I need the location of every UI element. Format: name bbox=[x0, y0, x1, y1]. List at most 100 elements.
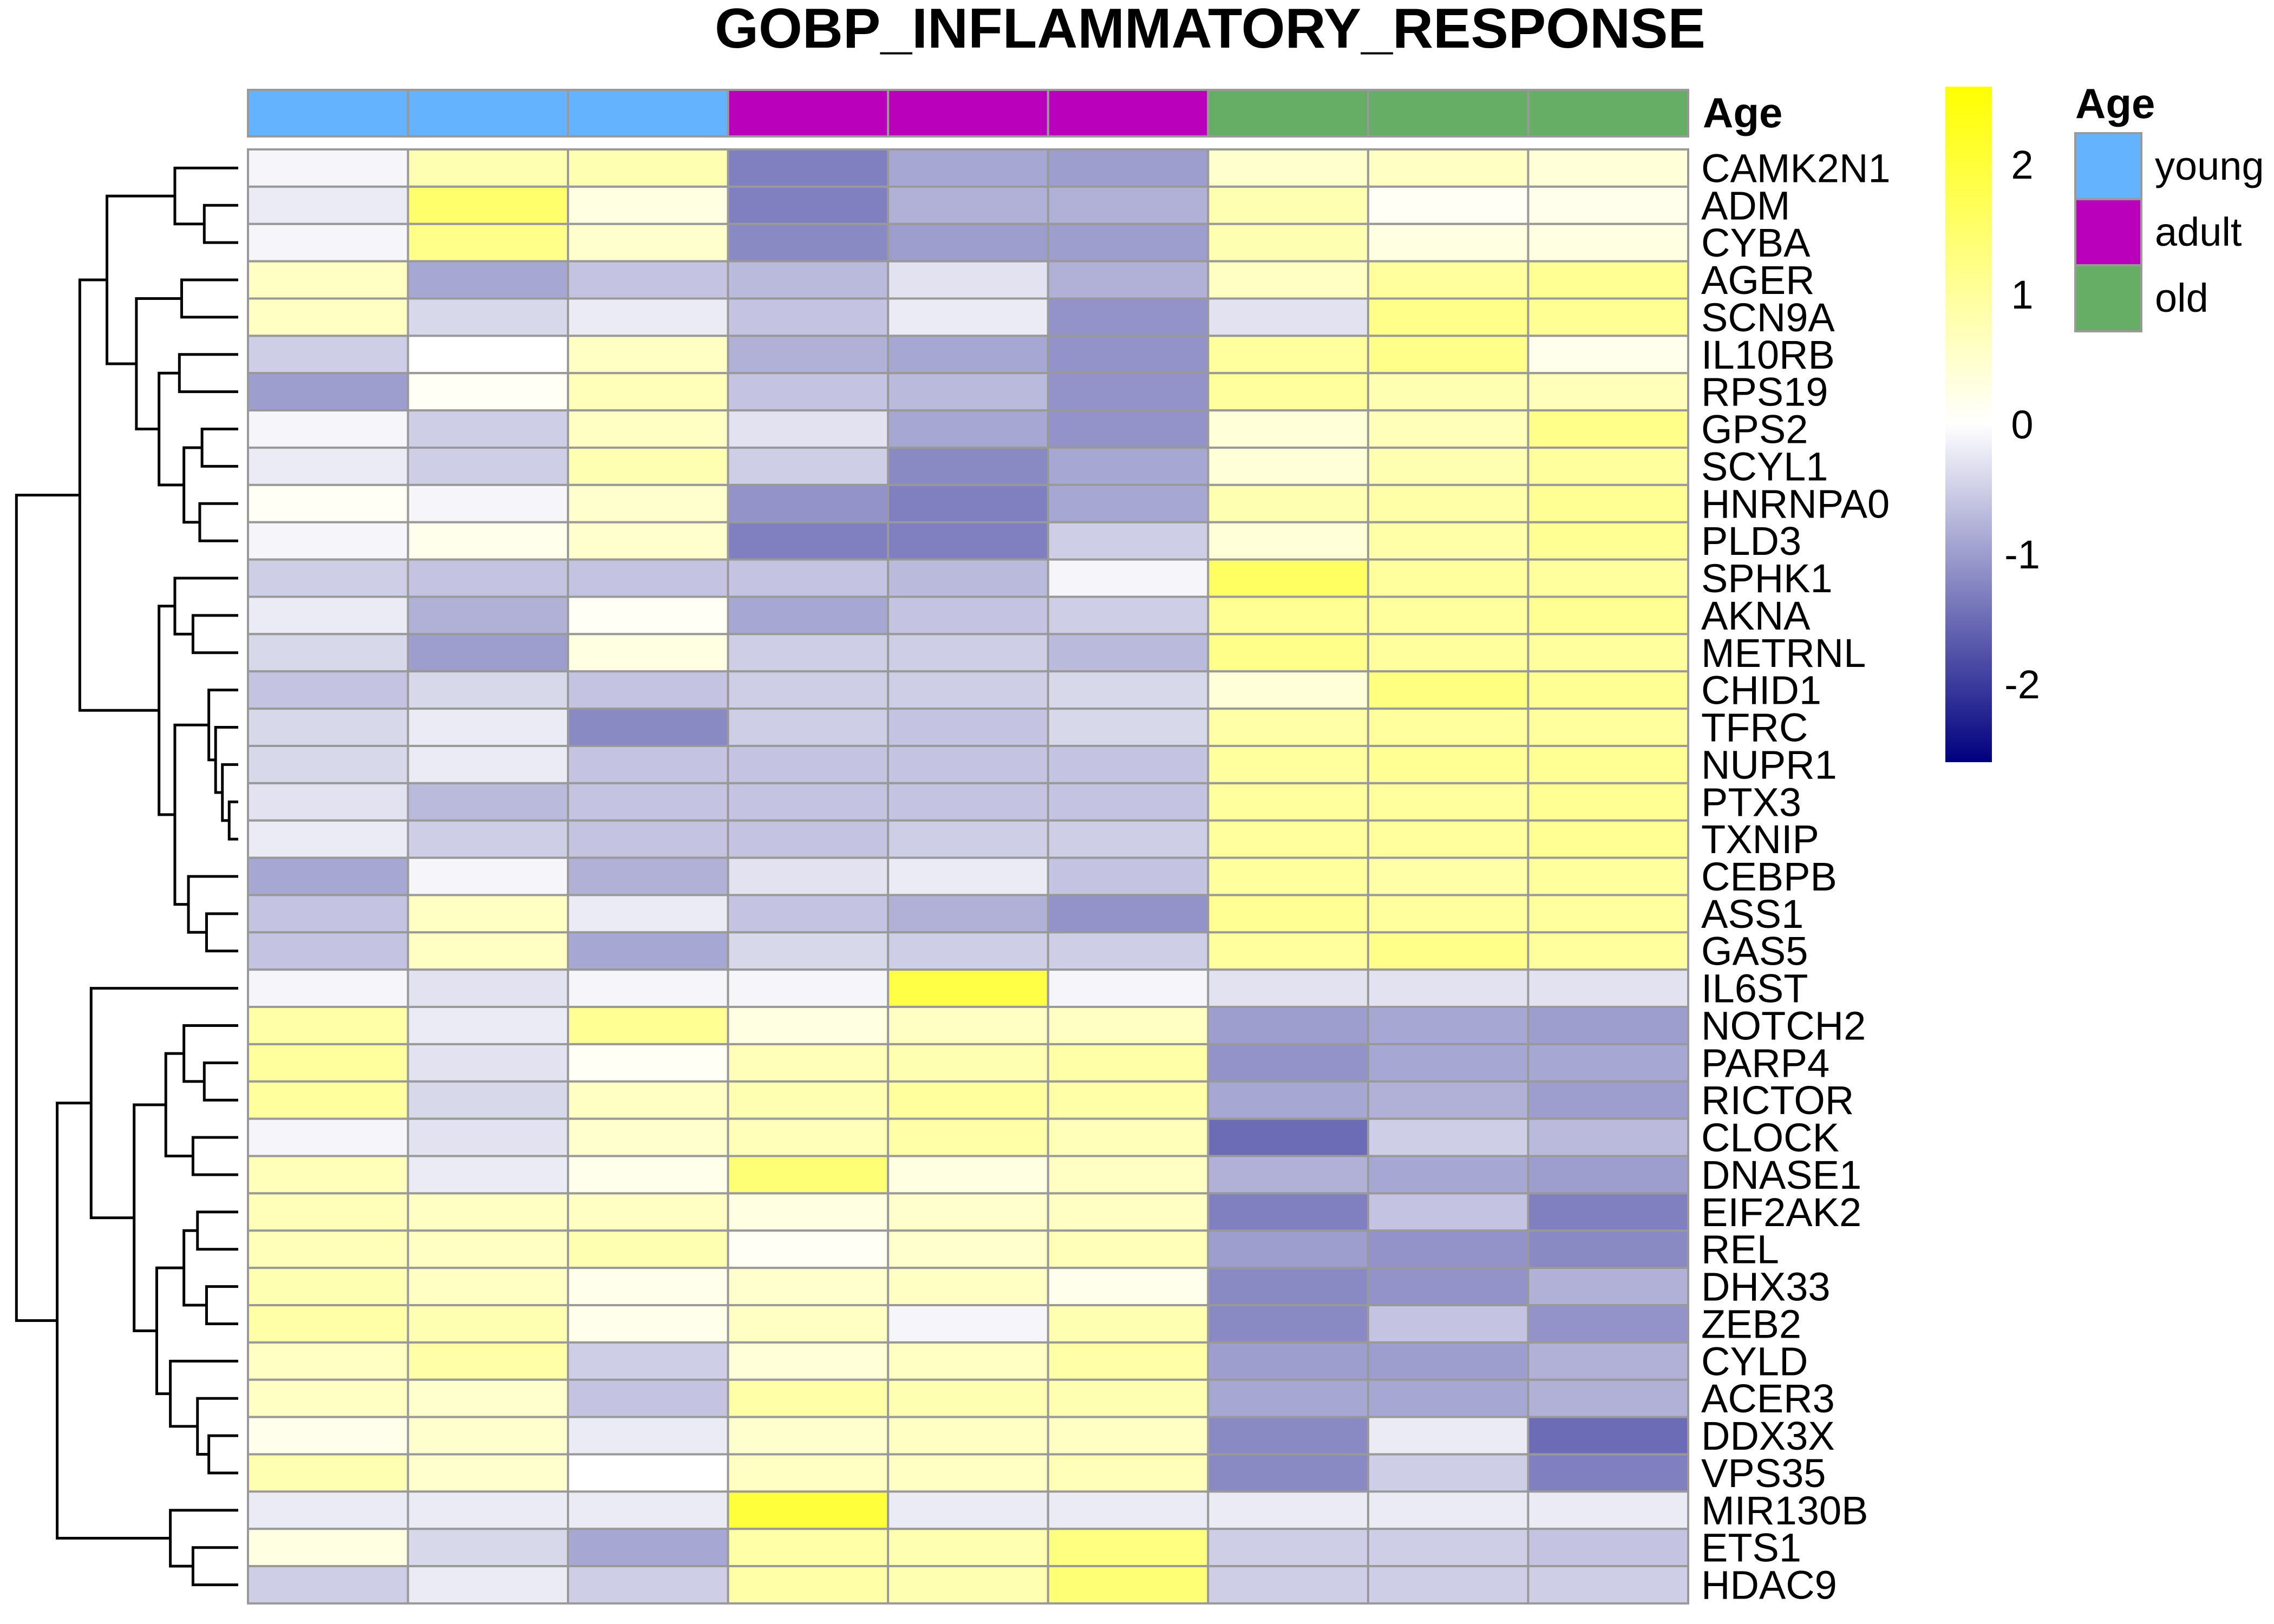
heatmap-cell bbox=[1367, 856, 1530, 896]
heatmap-cell bbox=[567, 968, 729, 1009]
heatmap-cell bbox=[1207, 1043, 1369, 1083]
heatmap-cell bbox=[567, 931, 729, 971]
heatmap-cell bbox=[247, 409, 409, 449]
heatmap-cell bbox=[727, 744, 890, 784]
heatmap-cell bbox=[1207, 1267, 1369, 1307]
heatmap-cell bbox=[407, 521, 570, 561]
heatmap-cell bbox=[407, 1565, 570, 1605]
heatmap-cell bbox=[1367, 260, 1530, 300]
heatmap-cell bbox=[567, 670, 729, 710]
row-label: VPS35 bbox=[1701, 1451, 1826, 1496]
heatmap-cell bbox=[1207, 372, 1369, 412]
heatmap-cell bbox=[1527, 633, 1689, 673]
heatmap-cell bbox=[407, 1453, 570, 1493]
heatmap-cell bbox=[1367, 483, 1530, 523]
heatmap-cell bbox=[1527, 335, 1689, 375]
heatmap-cell bbox=[1527, 1267, 1689, 1307]
age-legend: young adult old bbox=[2074, 132, 2264, 332]
heatmap-cell bbox=[1207, 1304, 1369, 1344]
row-label: NUPR1 bbox=[1701, 742, 1837, 787]
heatmap-cell bbox=[1047, 483, 1210, 523]
legend-label-young: young bbox=[2155, 143, 2264, 188]
heatmap-cell bbox=[887, 1341, 1049, 1381]
heatmap-cell bbox=[567, 894, 729, 934]
heatmap-cell bbox=[247, 1490, 409, 1530]
heatmap-cell bbox=[1367, 782, 1530, 822]
heatmap-cell bbox=[1527, 558, 1689, 598]
row-dendrogram bbox=[15, 166, 238, 1587]
heatmap-cell bbox=[407, 1378, 570, 1418]
heatmap-cell bbox=[887, 1080, 1049, 1120]
heatmap-cell bbox=[1527, 1117, 1689, 1157]
heatmap-cell bbox=[727, 1267, 890, 1307]
heatmap-cell bbox=[567, 483, 729, 523]
heatmap-cell bbox=[727, 260, 890, 300]
heatmap-cell bbox=[887, 148, 1049, 188]
heatmap-cell bbox=[727, 894, 890, 934]
row-label: AKNA bbox=[1701, 593, 1811, 638]
row-label: CAMK2N1 bbox=[1701, 146, 1891, 191]
heatmap-cell bbox=[727, 1043, 890, 1083]
heatmap-cell bbox=[1527, 521, 1689, 561]
heatmap-cell bbox=[887, 782, 1049, 822]
colorbar-tick-label: 0 bbox=[2011, 402, 2033, 447]
heatmap-cell bbox=[1367, 1565, 1530, 1605]
legend-title: Age bbox=[2075, 80, 2155, 127]
heatmap-cell bbox=[407, 819, 570, 859]
heatmap-cell bbox=[1527, 483, 1689, 523]
dendrogram-branch bbox=[15, 494, 80, 1322]
heatmap-cell bbox=[1047, 782, 1210, 822]
heatmap-cell bbox=[1207, 1416, 1369, 1456]
heatmap-cell bbox=[727, 968, 890, 1009]
heatmap-cell bbox=[887, 446, 1049, 486]
heatmap-cell bbox=[1207, 1229, 1369, 1269]
heatmap-cell bbox=[887, 1043, 1049, 1083]
heatmap-cell bbox=[1207, 483, 1369, 523]
colorbar bbox=[1945, 87, 1992, 762]
heatmap-cell bbox=[247, 708, 409, 747]
heatmap-cell bbox=[1367, 968, 1530, 1009]
heatmap-cell bbox=[1527, 372, 1689, 412]
dendrogram-branch bbox=[173, 577, 238, 636]
heatmap-cell bbox=[247, 1341, 409, 1381]
heatmap-cell bbox=[407, 595, 570, 636]
heatmap-cell bbox=[887, 1192, 1049, 1232]
row-labels: CAMK2N1ADMCYBAAGERSCN9AIL10RBRPS19GPS2SC… bbox=[1701, 146, 1891, 1607]
heatmap-cell bbox=[567, 633, 729, 673]
heatmap-cell bbox=[727, 819, 890, 859]
heatmap-cells bbox=[247, 148, 1689, 1605]
heatmap-cell bbox=[727, 297, 890, 337]
heatmap-cell bbox=[1527, 595, 1689, 636]
heatmap-cell bbox=[727, 446, 890, 486]
heatmap-cell bbox=[407, 409, 570, 449]
heatmap-cell bbox=[1047, 894, 1210, 934]
heatmap-cell bbox=[727, 782, 890, 822]
heatmap-cell bbox=[727, 148, 890, 188]
heatmap-cell bbox=[1047, 148, 1210, 188]
heatmap-cell bbox=[887, 521, 1049, 561]
heatmap-cell bbox=[1207, 1490, 1369, 1530]
heatmap-cell bbox=[727, 1453, 890, 1493]
heatmap-cell bbox=[1367, 1267, 1530, 1307]
heatmap-cell bbox=[567, 297, 729, 337]
heatmap-cell bbox=[1047, 260, 1210, 300]
heatmap-cell bbox=[1527, 894, 1689, 934]
heatmap-cell bbox=[1527, 1080, 1689, 1120]
heatmap-cell bbox=[1527, 1453, 1689, 1493]
heatmap-cell bbox=[407, 222, 570, 263]
annotation-cell-adult bbox=[1047, 89, 1210, 137]
heatmap-cell bbox=[567, 260, 729, 300]
heatmap-cell bbox=[1047, 409, 1210, 449]
heatmap-cell bbox=[407, 670, 570, 710]
heatmap-cell bbox=[1527, 856, 1689, 896]
heatmap-cell bbox=[1367, 1304, 1530, 1344]
heatmap-cell bbox=[887, 744, 1049, 784]
heatmap-cell bbox=[1047, 1528, 1210, 1568]
dendrogram-branch bbox=[78, 278, 159, 712]
heatmap-cell bbox=[567, 1490, 729, 1530]
heatmap-cell bbox=[1367, 819, 1530, 859]
heatmap-cell bbox=[1047, 335, 1210, 375]
heatmap-cell bbox=[1367, 744, 1530, 784]
row-label: PARP4 bbox=[1701, 1040, 1829, 1085]
heatmap-cell bbox=[1527, 222, 1689, 263]
